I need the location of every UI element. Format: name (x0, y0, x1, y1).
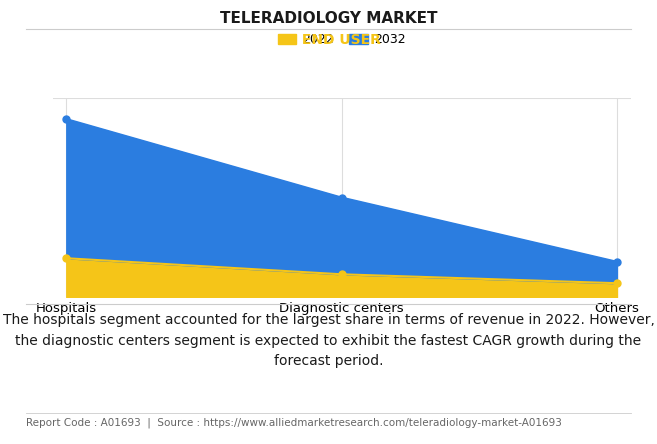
Text: The hospitals segment accounted for the largest share in terms of revenue in 202: The hospitals segment accounted for the … (3, 313, 654, 368)
Text: TELERADIOLOGY MARKET: TELERADIOLOGY MARKET (219, 11, 438, 26)
Text: Report Code : A01693  |  Source : https://www.alliedmarketresearch.com/teleradio: Report Code : A01693 | Source : https://… (26, 417, 562, 428)
Legend: 2022, 2032: 2022, 2032 (273, 28, 411, 51)
Text: BY END USER: BY END USER (277, 33, 380, 48)
